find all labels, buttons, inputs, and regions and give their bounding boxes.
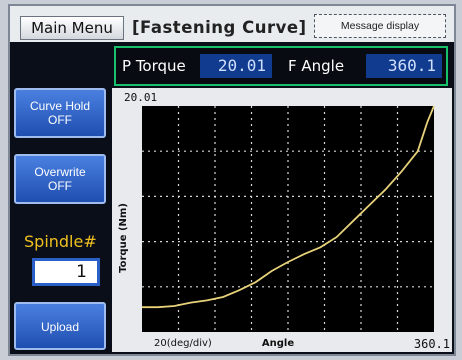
y-max-label: 20.01 bbox=[124, 91, 157, 104]
top-bar: Main Menu [Fastening Curve] Message disp… bbox=[10, 6, 454, 42]
x-max-label: 360.1 bbox=[414, 337, 450, 351]
spindle-label: Spindle# bbox=[24, 232, 97, 251]
spindle-number-input[interactable]: 1 bbox=[32, 258, 100, 286]
message-display: Message display bbox=[314, 14, 446, 38]
curve-hold-state: OFF bbox=[48, 113, 72, 127]
curve-hold-label: Curve Hold bbox=[29, 99, 91, 113]
p-torque-value: 20.01 bbox=[200, 54, 272, 78]
grid-layer bbox=[142, 106, 434, 332]
overwrite-state: OFF bbox=[48, 179, 72, 193]
chart-svg: 20.01 Torque (Nm) 20(deg/div) Angle 360.… bbox=[118, 91, 450, 351]
overwrite-label: Overwrite bbox=[34, 165, 86, 179]
fastening-curve-screen: Main Menu [Fastening Curve] Message disp… bbox=[10, 6, 454, 354]
curve-hold-button[interactable]: Curve Hold OFF bbox=[14, 88, 106, 138]
p-torque-label: P Torque bbox=[122, 57, 186, 75]
f-angle-value: 360.1 bbox=[366, 54, 442, 78]
x-scale-label: 20(deg/div) bbox=[154, 338, 212, 349]
x-axis-label: Angle bbox=[262, 338, 294, 349]
page-title: [Fastening Curve] bbox=[132, 18, 307, 37]
y-axis-label: Torque (Nm) bbox=[118, 203, 129, 273]
overwrite-button[interactable]: Overwrite OFF bbox=[14, 154, 106, 204]
main-menu-button[interactable]: Main Menu bbox=[20, 16, 124, 40]
torque-angle-readout: P Torque 20.01 F Angle 360.1 bbox=[114, 46, 448, 86]
torque-curve-line bbox=[142, 105, 435, 309]
fastening-curve-chart: 20.01 Torque (Nm) 20(deg/div) Angle 360.… bbox=[112, 88, 452, 352]
upload-button[interactable]: Upload bbox=[14, 302, 106, 350]
f-angle-label: F Angle bbox=[288, 57, 345, 75]
upload-label: Upload bbox=[40, 320, 80, 334]
